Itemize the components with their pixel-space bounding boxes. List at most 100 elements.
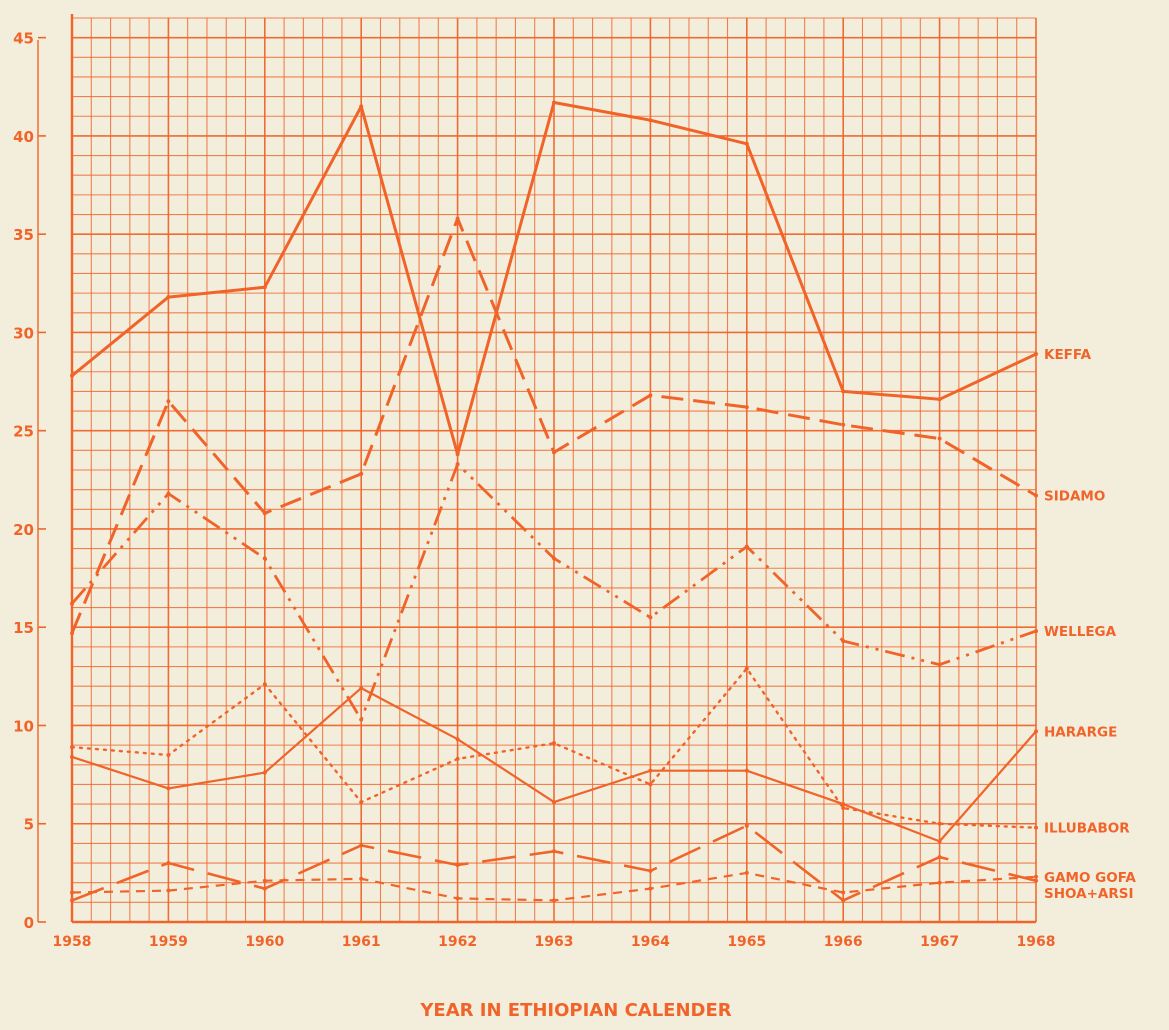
data-point [937,662,942,667]
data-point [1034,493,1038,498]
series-label: SIDAMO [1044,489,1105,505]
data-point [166,888,171,893]
data-point [648,118,653,123]
grid [71,17,1037,923]
data-point [262,886,267,891]
y-tick-label: 15 [13,619,34,637]
data-point [262,285,267,290]
series-label: SHOA+ARSI [1044,886,1133,902]
data-point [937,839,942,844]
data-point [937,855,942,860]
data-point [359,471,364,476]
x-axis-title: YEAR IN ETHIOPIAN CALENDER [419,1000,731,1021]
data-point [552,450,556,455]
data-point [455,896,460,901]
x-tick-label: 1964 [631,934,670,950]
y-tick-label: 40 [13,128,34,146]
data-point [744,544,749,549]
data-point [1034,874,1038,879]
data-point [1034,352,1038,357]
data-point [1034,629,1038,634]
series-label: WELLEGA [1044,624,1117,640]
data-point [648,615,653,620]
data-point [455,737,460,742]
y-tick-label: 25 [13,423,34,441]
data-point [744,823,749,828]
data-point [359,876,364,881]
data-point [166,295,171,300]
data-point [744,141,749,146]
data-point [552,100,556,105]
data-point [841,422,846,427]
data-point [841,638,846,643]
series-line-illubabor [70,667,1038,829]
data-point [359,104,364,109]
series-label: KEFFA [1044,347,1092,363]
data-point [166,861,171,866]
data-point [455,452,460,457]
series-lines [70,100,1038,903]
data-point [70,890,74,895]
data-point [166,399,171,404]
data-point [359,843,364,848]
data-point [841,389,846,394]
data-point [1034,729,1038,734]
y-tick-label: 5 [24,816,34,834]
data-point [455,462,460,467]
y-tick-label: 45 [13,30,34,48]
x-tick-label: 1959 [149,934,188,950]
data-point [937,397,942,402]
data-point [552,741,556,746]
y-tick-label: 20 [13,521,34,539]
data-point [70,631,74,636]
x-tick-label: 1960 [245,934,284,950]
data-point [648,886,653,891]
data-point [262,770,267,775]
data-point [262,682,267,687]
x-tick-label: 1968 [1017,934,1056,950]
data-point [166,491,171,496]
data-point [744,405,749,410]
data-point [262,511,267,516]
data-point [648,868,653,873]
x-tick-label: 1966 [824,934,863,950]
axes [37,14,1036,924]
data-point [455,863,460,868]
data-point [937,821,942,826]
data-point [744,666,749,671]
series-labels: KEFFA SIDAMO WELLEGA HARARGE ILLUBABOR SHOA+A… [1044,347,1136,902]
data-point [841,898,846,903]
data-point [648,768,653,773]
data-point [359,686,364,691]
data-point [1034,825,1038,830]
data-point [648,782,653,787]
data-point [455,756,460,761]
y-tick-label: 10 [13,717,34,735]
data-point [262,556,267,561]
data-point [70,745,74,750]
data-point [1034,878,1038,883]
data-point [262,878,267,883]
data-point [841,806,846,811]
x-tick-label: 1963 [535,934,574,950]
x-tick-label: 1961 [342,934,381,950]
data-point [359,717,364,722]
data-point [455,216,460,221]
data-point [70,754,74,759]
data-point [744,870,749,875]
y-tick-label: 30 [13,324,34,342]
series-label: HARARGE [1044,724,1117,740]
series-label: GAMO GOFA [1044,870,1136,886]
data-point [648,393,653,398]
y-tick-label: 0 [24,914,34,932]
x-tick-label: 1965 [727,934,766,950]
data-point [552,556,556,561]
x-tick-label: 1958 [53,934,92,950]
data-point [744,768,749,773]
data-point [70,373,74,378]
x-tick-labels: 1958 1959 1960 1961 1962 1963 1964 1965 1966 1967… [53,934,1056,950]
x-tick-label: 1962 [438,934,477,950]
data-point [937,436,942,441]
